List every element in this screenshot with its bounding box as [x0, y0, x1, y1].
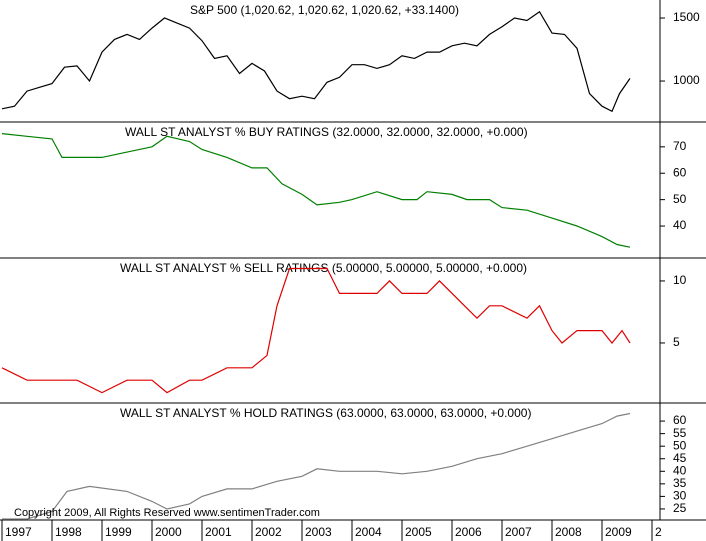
y-tick-label: 1500: [673, 10, 700, 24]
x-tick-label: 1997: [5, 525, 32, 539]
y-tick-label: 5: [673, 335, 680, 349]
x-tick-label: 2007: [505, 525, 532, 539]
y-tick-label: 1000: [673, 73, 700, 87]
x-tick-label: 2001: [205, 525, 232, 539]
x-tick-label: 2004: [355, 525, 382, 539]
y-tick-label: 70: [673, 139, 687, 153]
x-tick-label: 1998: [55, 525, 82, 539]
x-tick-label: 2009: [605, 525, 632, 539]
y-tick-label: 60: [673, 413, 687, 427]
copyright: Copyright 2009, All Rights Reserved www.…: [14, 507, 320, 519]
y-tick-label: 35: [673, 476, 687, 490]
x-tick-label: 2: [655, 525, 662, 539]
y-tick-label: 40: [673, 218, 687, 232]
series-line: [2, 412, 631, 520]
y-tick-label: 10: [673, 273, 687, 287]
x-tick-label: 2000: [155, 525, 182, 539]
x-tick-label: 2008: [555, 525, 582, 539]
series-line: [1, 267, 631, 394]
series-line: [1, 133, 631, 248]
y-tick-label: 30: [673, 489, 687, 503]
y-tick-label: 25: [673, 501, 687, 515]
panel-title: WALL ST ANALYST % BUY RATINGS (32.0000, …: [125, 125, 528, 139]
panel-title: S&P 500 (1,020.62, 1,020.62, 1,020.62, +…: [190, 3, 459, 17]
y-tick-label: 40: [673, 463, 687, 477]
x-tick-label: 2002: [255, 525, 282, 539]
series-line: [1, 10, 631, 113]
y-tick-label: 50: [673, 438, 687, 452]
panel-title: WALL ST ANALYST % HOLD RATINGS (63.0000,…: [120, 406, 531, 420]
y-tick-label: 60: [673, 165, 687, 179]
y-tick-label: 50: [673, 192, 687, 206]
x-tick-label: 1999: [105, 525, 132, 539]
x-tick-label: 2005: [405, 525, 432, 539]
x-tick-label: 2006: [455, 525, 482, 539]
x-tick-label: 2003: [305, 525, 332, 539]
y-tick-label: 45: [673, 451, 687, 465]
y-tick-label: 55: [673, 426, 687, 440]
